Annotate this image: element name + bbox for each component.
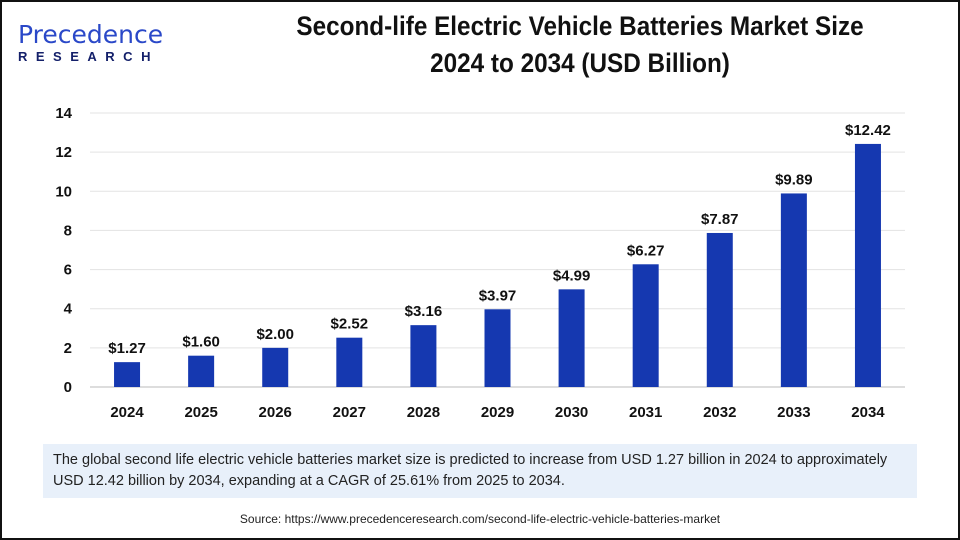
data-label: $2.00 [256,326,294,343]
x-tick-label: 2028 [407,404,440,421]
data-label: $1.27 [108,340,146,357]
x-tick-label: 2033 [777,404,810,421]
y-tick-label: 6 [64,262,72,279]
x-tick-label: 2029 [481,404,514,421]
bar-2027 [336,337,363,387]
x-tick-label: 2030 [555,404,588,421]
bar-2032 [706,232,733,387]
x-tick-label: 2027 [333,404,366,421]
title-line-1: Second-life Electric Vehicle Batteries M… [296,11,864,41]
chart-title: Second-life Electric Vehicle Batteries M… [238,8,922,82]
bar-2034 [854,143,881,387]
bar-chart: 0 2 4 6 8 10 12 14 $1.27 2024 $1.60 2025 $2.00 2026 $2… [55,105,905,421]
x-tick-label: 2032 [703,404,736,421]
data-label: $12.42 [845,122,891,139]
bar-2033 [780,193,807,387]
x-tick-label: 2025 [184,404,217,421]
data-label: $3.97 [479,287,517,304]
bar-2025 [188,355,215,387]
logo-subtitle: RESEARCH [18,49,159,64]
y-tick-label: 4 [64,301,73,318]
data-label: $6.27 [627,242,665,259]
y-tick-label: 10 [55,183,72,200]
y-tick-label: 2 [64,340,72,357]
x-tick-label: 2031 [629,404,662,421]
y-tick-label: 12 [55,144,72,161]
x-tick-label: 2026 [259,404,292,421]
title-line-2: 2024 to 2034 (USD Billion) [430,48,730,78]
y-tick-label: 0 [64,379,72,396]
summary-note: The global second life electric vehicle … [43,444,917,498]
source-text: Source: https://www.precedenceresearch.c… [239,512,721,526]
data-label: $4.99 [553,267,591,284]
bar-2031 [632,264,659,387]
bar-2024 [114,362,141,387]
logo-wordmark: Precedence [18,20,164,49]
bar-2026 [262,347,289,387]
data-label: $2.52 [331,316,369,333]
bar-2028 [410,325,437,387]
data-label: $3.16 [405,303,443,320]
y-tick-label: 8 [64,222,72,239]
logo: Precedence RESEARCH [18,20,164,65]
x-tick-label: 2034 [851,404,885,421]
bar-2030 [558,289,585,387]
data-label: $1.60 [182,334,220,351]
x-tick-label: 2024 [110,404,144,421]
y-tick-label: 14 [55,105,72,122]
data-label: $9.89 [775,171,813,188]
bar-2029 [484,309,511,387]
data-label: $7.87 [701,211,739,228]
